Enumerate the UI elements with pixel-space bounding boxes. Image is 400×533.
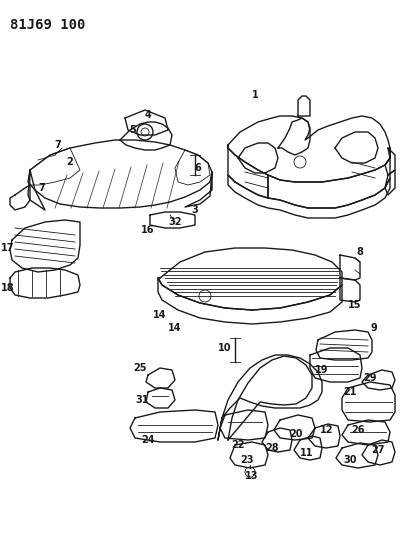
Text: 14: 14 bbox=[168, 323, 182, 333]
Text: 4: 4 bbox=[145, 110, 151, 120]
Text: 26: 26 bbox=[351, 425, 365, 435]
Text: 5: 5 bbox=[130, 125, 136, 135]
Text: 9: 9 bbox=[371, 323, 377, 333]
Text: 81J69 100: 81J69 100 bbox=[10, 18, 85, 32]
Text: 19: 19 bbox=[315, 365, 329, 375]
Text: 21: 21 bbox=[343, 387, 357, 397]
Text: 16: 16 bbox=[141, 225, 155, 235]
Text: 3: 3 bbox=[192, 205, 198, 215]
Text: 30: 30 bbox=[343, 455, 357, 465]
Text: 10: 10 bbox=[218, 343, 232, 353]
Text: 20: 20 bbox=[289, 429, 303, 439]
Text: 7: 7 bbox=[39, 183, 45, 193]
Text: 11: 11 bbox=[300, 448, 314, 458]
Text: 7: 7 bbox=[55, 140, 61, 150]
Text: 23: 23 bbox=[240, 455, 254, 465]
Text: 1: 1 bbox=[252, 90, 258, 100]
Text: 32: 32 bbox=[168, 217, 182, 227]
Text: 12: 12 bbox=[320, 425, 334, 435]
Text: 27: 27 bbox=[371, 445, 385, 455]
Text: 25: 25 bbox=[133, 363, 147, 373]
Text: 13: 13 bbox=[245, 471, 259, 481]
Text: 15: 15 bbox=[348, 300, 362, 310]
Text: 18: 18 bbox=[1, 283, 15, 293]
Text: 14: 14 bbox=[153, 310, 167, 320]
Text: 22: 22 bbox=[231, 440, 245, 450]
Text: 17: 17 bbox=[1, 243, 15, 253]
Text: 29: 29 bbox=[363, 373, 377, 383]
Text: 28: 28 bbox=[265, 443, 279, 453]
Text: 2: 2 bbox=[67, 157, 73, 167]
Text: 8: 8 bbox=[356, 247, 364, 257]
Text: 24: 24 bbox=[141, 435, 155, 445]
Text: 6: 6 bbox=[195, 163, 201, 173]
Text: 31: 31 bbox=[135, 395, 149, 405]
